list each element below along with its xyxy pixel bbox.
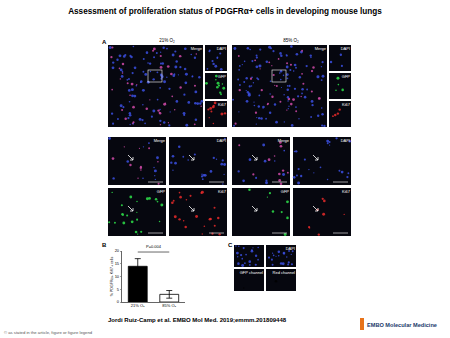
svg-text:GFP: GFP bbox=[342, 74, 351, 79]
svg-text:20: 20 bbox=[115, 248, 120, 253]
svg-text:Ki67: Ki67 bbox=[218, 102, 227, 107]
svg-text:P=0.004: P=0.004 bbox=[146, 244, 162, 249]
svg-text:15: 15 bbox=[115, 261, 120, 266]
svg-text:Merge: Merge bbox=[191, 46, 203, 51]
svg-text:Merge: Merge bbox=[315, 46, 327, 51]
svg-text:GFP channel: GFP channel bbox=[240, 270, 263, 275]
svg-text:DAPI: DAPI bbox=[286, 246, 295, 251]
svg-text:DAPI: DAPI bbox=[341, 138, 350, 143]
svg-text:C: C bbox=[228, 242, 233, 248]
svg-text:© as stated in the article, fi: © as stated in the article, figure or fi… bbox=[4, 330, 93, 335]
svg-text:Merge: Merge bbox=[154, 138, 166, 143]
svg-text:21% O₂: 21% O₂ bbox=[131, 303, 145, 308]
svg-text:Jordi Ruiz-Camp et al. EMBO Mo: Jordi Ruiz-Camp et al. EMBO Mol Med. 201… bbox=[108, 317, 287, 323]
svg-text:21% O₂: 21% O₂ bbox=[159, 38, 175, 43]
svg-text:0: 0 bbox=[117, 299, 120, 304]
svg-text:5: 5 bbox=[117, 287, 120, 292]
svg-text:% PDGFRα+ Ki67+ cells: % PDGFRα+ Ki67+ cells bbox=[110, 257, 114, 297]
svg-text:A: A bbox=[102, 39, 107, 45]
svg-text:GFP: GFP bbox=[157, 189, 166, 194]
svg-text:Red channel: Red channel bbox=[273, 270, 296, 275]
svg-text:Assessment of proliferation st: Assessment of proliferation status of PD… bbox=[68, 7, 382, 16]
svg-text:85% O₂: 85% O₂ bbox=[162, 303, 176, 308]
svg-text:Ki67: Ki67 bbox=[342, 189, 351, 194]
svg-text:Ki67: Ki67 bbox=[218, 189, 227, 194]
svg-text:GFP: GFP bbox=[218, 74, 227, 79]
svg-text:Merge: Merge bbox=[278, 138, 290, 143]
svg-text:DAPI: DAPI bbox=[217, 138, 226, 143]
svg-text:10: 10 bbox=[115, 274, 120, 279]
svg-text:Ki67: Ki67 bbox=[342, 102, 351, 107]
svg-text:GFP: GFP bbox=[281, 189, 290, 194]
svg-text:B: B bbox=[102, 242, 107, 248]
svg-text:85% O₂: 85% O₂ bbox=[283, 38, 299, 43]
svg-text:DAPI: DAPI bbox=[217, 46, 226, 51]
svg-text:EMBO Molecular Medicine: EMBO Molecular Medicine bbox=[367, 322, 437, 328]
svg-text:DAPI: DAPI bbox=[341, 46, 350, 51]
